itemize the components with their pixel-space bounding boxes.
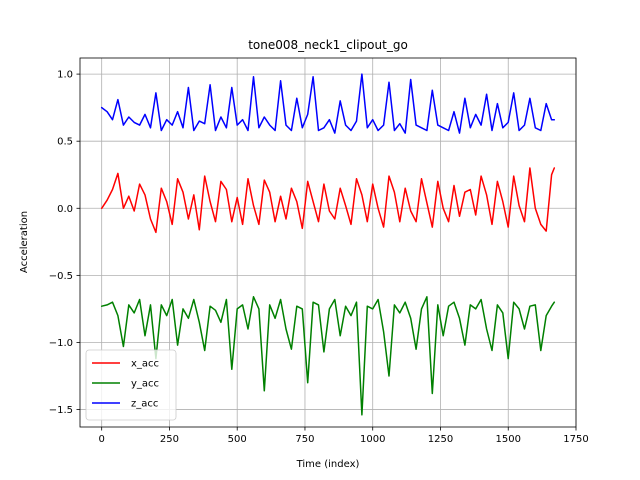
x-axis-label: Time (index) — [296, 459, 360, 470]
x-tick-label: 1500 — [496, 434, 521, 445]
y-tick-label: −1.5 — [49, 405, 73, 416]
y_acc-line — [100, 296, 556, 416]
x-tick-label: 1000 — [360, 434, 385, 445]
x-tick-label: 250 — [160, 434, 179, 445]
y-tick-label: 1.0 — [57, 70, 73, 81]
x-tick-label: 1750 — [563, 434, 588, 445]
y-tick-label: 0.0 — [57, 204, 73, 215]
x-tick-label: 750 — [295, 434, 314, 445]
y-axis: −1.5 −1.0 −0.5 0.0 0.5 1.0 — [49, 70, 80, 416]
x-tick-label: 1250 — [428, 434, 453, 445]
legend-label-y_acc: y_acc — [131, 379, 159, 390]
legend: x_acc y_acc z_acc — [85, 349, 177, 421]
y-axis-label: Acceleration — [19, 211, 30, 273]
x_acc-line — [100, 167, 556, 234]
x-tick-label: 0 — [98, 434, 104, 445]
x-axis: 0 250 500 750 1000 1250 1500 1750 — [98, 427, 589, 445]
legend-label-x_acc: x_acc — [131, 359, 159, 370]
chart-title: tone008_neck1_clipout_go — [248, 38, 408, 52]
y-tick-label: 0.5 — [57, 137, 73, 148]
x-tick-label: 500 — [228, 434, 247, 445]
series-group — [100, 73, 556, 416]
y-tick-label: −1.0 — [49, 338, 73, 349]
plot-frame — [79, 57, 577, 428]
legend-label-z_acc: z_acc — [131, 399, 158, 410]
y-tick-label: −0.5 — [49, 271, 73, 282]
z_acc-line — [100, 73, 556, 134]
